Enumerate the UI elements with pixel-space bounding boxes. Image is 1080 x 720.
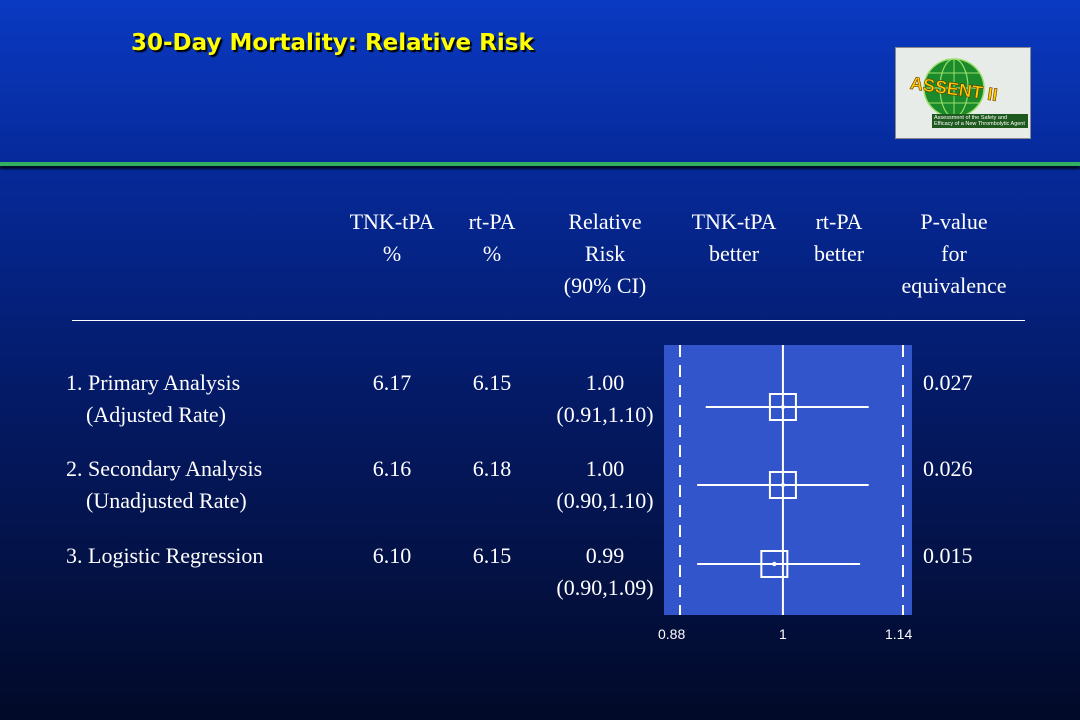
assent-logo: ASSENT II Assessment of the Safety and E… xyxy=(895,47,1031,139)
x-tick-1: 1 xyxy=(779,626,787,642)
row-3-rr: 0.99 xyxy=(585,543,625,568)
row-1-rr: 1.00 xyxy=(585,370,625,395)
point-estimate-box-3 xyxy=(760,550,789,578)
col-header-rtpa: rt-PA% xyxy=(468,209,516,266)
col-header-pvalue: P-value for equivalence xyxy=(901,209,1007,298)
row-1-pvalue: 0.027 xyxy=(923,370,973,395)
row-1-rtpa: 6.15 xyxy=(472,370,512,395)
row-2-label: 2. Secondary Analysis xyxy=(66,456,263,481)
point-estimate-dot-1 xyxy=(780,404,786,410)
globe-icon: ASSENT II xyxy=(909,58,999,118)
row-2-rtpa: 6.18 xyxy=(472,456,512,481)
row-3-pvalue: 0.015 xyxy=(923,543,973,568)
row-1-tnk: 6.17 xyxy=(372,370,412,395)
row-3-tnk: 6.10 xyxy=(372,543,412,568)
row-2-sublabel: (Unadjusted Rate) xyxy=(86,488,247,513)
point-estimate-box-2 xyxy=(768,471,797,499)
page-title: 30-Day Mortality: Relative Risk xyxy=(131,30,534,56)
col-header-tnk: TNK-tPA% xyxy=(349,209,435,266)
row-1-ci: (0.91,1.10) xyxy=(556,402,654,427)
header-divider xyxy=(0,162,1080,166)
col-header-relative-risk: Relative Risk (90% CI) xyxy=(563,209,647,298)
col-header-rtpa-better: rt-PA better xyxy=(813,209,865,266)
point-estimate-dot-3 xyxy=(772,561,777,567)
row-2-rr: 1.00 xyxy=(585,456,625,481)
row-3-label: 3. Logistic Regression xyxy=(66,543,264,568)
point-estimate-dot-2 xyxy=(780,482,786,488)
row-2-ci: (0.90,1.10) xyxy=(556,488,654,513)
row-1-label: 1. Primary Analysis xyxy=(66,370,241,395)
row-2-tnk: 6.16 xyxy=(372,456,412,481)
table-divider xyxy=(72,320,1025,321)
logo-caption: Assessment of the Safety and Efficacy of… xyxy=(932,114,1028,128)
x-tick-0.88: 0.88 xyxy=(658,626,686,642)
x-tick-1.14: 1.14 xyxy=(885,626,913,642)
point-estimate-box-1 xyxy=(768,393,797,421)
col-header-tnk-better: TNK-tPA better xyxy=(691,209,777,266)
row-1-sublabel: (Adjusted Rate) xyxy=(86,402,226,427)
row-3-ci: (0.90,1.09) xyxy=(556,575,654,600)
row-2-pvalue: 0.026 xyxy=(923,456,973,481)
row-3-rtpa: 6.15 xyxy=(472,543,512,568)
